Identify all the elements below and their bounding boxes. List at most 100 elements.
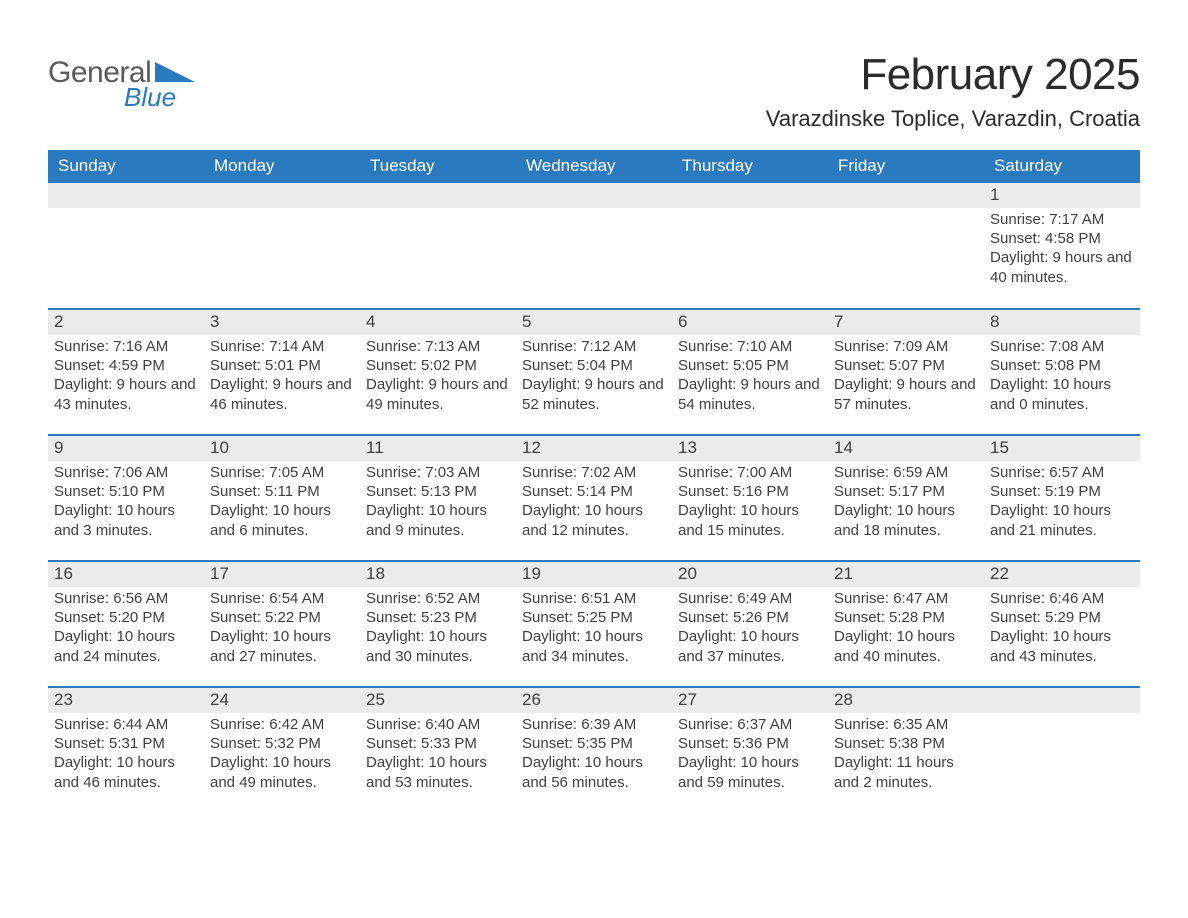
sunset-label: Sunset: (678, 609, 729, 626)
day-content: Sunrise: 6:39 AMSunset: 5:35 PMDaylight:… (516, 713, 672, 798)
day-number-band (672, 183, 828, 208)
day-cell: 11Sunrise: 7:03 AMSunset: 5:13 PMDayligh… (360, 435, 516, 561)
daylight-label: Daylight: (210, 628, 268, 645)
sunrise-line: Sunrise: 6:49 AM (678, 589, 822, 608)
day-content: Sunrise: 6:52 AMSunset: 5:23 PMDaylight:… (360, 587, 516, 672)
day-number-band: 23 (48, 688, 204, 713)
sunrise-label: Sunrise: (54, 464, 109, 481)
daylight-line: Daylight: 10 hours and 15 minutes. (678, 501, 822, 539)
day-content: Sunrise: 6:56 AMSunset: 5:20 PMDaylight:… (48, 587, 204, 672)
sunrise-value: 6:46 AM (1049, 590, 1104, 607)
sunrise-line: Sunrise: 7:05 AM (210, 463, 354, 482)
sunrise-value: 7:00 AM (737, 464, 792, 481)
day-number-band: 20 (672, 562, 828, 587)
day-content: Sunrise: 7:12 AMSunset: 5:04 PMDaylight:… (516, 335, 672, 420)
sunrise-value: 6:35 AM (893, 716, 948, 733)
sunset-line: Sunset: 5:35 PM (522, 734, 666, 753)
sunset-label: Sunset: (522, 735, 573, 752)
sunset-label: Sunset: (834, 357, 885, 374)
daylight-line: Daylight: 10 hours and 3 minutes. (54, 501, 198, 539)
sunset-value: 5:28 PM (889, 609, 945, 626)
sunrise-value: 6:42 AM (269, 716, 324, 733)
sunset-line: Sunset: 5:25 PM (522, 608, 666, 627)
empty-cell (360, 183, 516, 309)
daylight-label: Daylight: (54, 376, 112, 393)
sunrise-label: Sunrise: (834, 590, 889, 607)
sunrise-value: 7:12 AM (581, 338, 636, 355)
sunset-line: Sunset: 5:01 PM (210, 356, 354, 375)
day-number-band (516, 183, 672, 208)
sunset-value: 5:13 PM (421, 483, 477, 500)
sunset-label: Sunset: (522, 483, 573, 500)
sunrise-label: Sunrise: (678, 464, 733, 481)
calendar-header-row: SundayMondayTuesdayWednesdayThursdayFrid… (48, 150, 1140, 183)
daylight-line: Daylight: 11 hours and 2 minutes. (834, 753, 978, 791)
day-cell: 21Sunrise: 6:47 AMSunset: 5:28 PMDayligh… (828, 561, 984, 687)
day-cell: 10Sunrise: 7:05 AMSunset: 5:11 PMDayligh… (204, 435, 360, 561)
day-cell: 5Sunrise: 7:12 AMSunset: 5:04 PMDaylight… (516, 309, 672, 435)
day-header: Wednesday (516, 150, 672, 183)
sunrise-label: Sunrise: (522, 590, 577, 607)
sunrise-line: Sunrise: 6:44 AM (54, 715, 198, 734)
sunset-label: Sunset: (678, 483, 729, 500)
day-number-band: 6 (672, 310, 828, 335)
week-row: 2Sunrise: 7:16 AMSunset: 4:59 PMDaylight… (48, 309, 1140, 435)
sunset-line: Sunset: 5:33 PM (366, 734, 510, 753)
empty-cell (516, 183, 672, 309)
empty-cell (828, 183, 984, 309)
sunset-line: Sunset: 4:58 PM (990, 229, 1134, 248)
sunset-label: Sunset: (990, 483, 1041, 500)
day-number-band: 16 (48, 562, 204, 587)
day-content: Sunrise: 6:59 AMSunset: 5:17 PMDaylight:… (828, 461, 984, 546)
sunrise-value: 6:54 AM (269, 590, 324, 607)
daylight-line: Daylight: 10 hours and 34 minutes. (522, 627, 666, 665)
day-content: Sunrise: 7:02 AMSunset: 5:14 PMDaylight:… (516, 461, 672, 546)
sunset-line: Sunset: 5:26 PM (678, 608, 822, 627)
sunrise-label: Sunrise: (834, 716, 889, 733)
logo-text-blue: Blue (124, 84, 195, 110)
sunrise-label: Sunrise: (366, 464, 421, 481)
daylight-label: Daylight: (210, 754, 268, 771)
day-number-band (828, 183, 984, 208)
sunrise-line: Sunrise: 7:08 AM (990, 337, 1134, 356)
sunrise-line: Sunrise: 7:06 AM (54, 463, 198, 482)
sunrise-value: 7:17 AM (1049, 211, 1104, 228)
sunrise-label: Sunrise: (834, 338, 889, 355)
daylight-label: Daylight: (366, 754, 424, 771)
sunset-value: 5:25 PM (577, 609, 633, 626)
day-cell: 25Sunrise: 6:40 AMSunset: 5:33 PMDayligh… (360, 687, 516, 813)
day-cell: 16Sunrise: 6:56 AMSunset: 5:20 PMDayligh… (48, 561, 204, 687)
sunset-value: 5:32 PM (265, 735, 321, 752)
day-header: Saturday (984, 150, 1140, 183)
daylight-line: Daylight: 10 hours and 18 minutes. (834, 501, 978, 539)
week-row: 1Sunrise: 7:17 AMSunset: 4:58 PMDaylight… (48, 183, 1140, 309)
daylight-label: Daylight: (366, 502, 424, 519)
sunrise-value: 6:56 AM (113, 590, 168, 607)
sunrise-line: Sunrise: 6:56 AM (54, 589, 198, 608)
month-title: February 2025 (766, 50, 1140, 100)
day-number-band: 26 (516, 688, 672, 713)
sunrise-label: Sunrise: (522, 338, 577, 355)
daylight-line: Daylight: 10 hours and 0 minutes. (990, 375, 1134, 413)
sunset-line: Sunset: 5:11 PM (210, 482, 354, 501)
sunset-label: Sunset: (834, 735, 885, 752)
sunrise-line: Sunrise: 6:54 AM (210, 589, 354, 608)
sunrise-label: Sunrise: (210, 464, 265, 481)
daylight-line: Daylight: 9 hours and 57 minutes. (834, 375, 978, 413)
daylight-line: Daylight: 10 hours and 12 minutes. (522, 501, 666, 539)
sunset-label: Sunset: (366, 735, 417, 752)
day-number-band: 3 (204, 310, 360, 335)
daylight-line: Daylight: 10 hours and 59 minutes. (678, 753, 822, 791)
day-content: Sunrise: 7:09 AMSunset: 5:07 PMDaylight:… (828, 335, 984, 420)
day-cell: 20Sunrise: 6:49 AMSunset: 5:26 PMDayligh… (672, 561, 828, 687)
daylight-label: Daylight: (210, 376, 268, 393)
day-number-band: 13 (672, 436, 828, 461)
day-cell: 7Sunrise: 7:09 AMSunset: 5:07 PMDaylight… (828, 309, 984, 435)
daylight-label: Daylight: (990, 376, 1048, 393)
day-cell: 18Sunrise: 6:52 AMSunset: 5:23 PMDayligh… (360, 561, 516, 687)
day-cell: 4Sunrise: 7:13 AMSunset: 5:02 PMDaylight… (360, 309, 516, 435)
sunset-value: 5:36 PM (733, 735, 789, 752)
day-number-band: 8 (984, 310, 1140, 335)
sunrise-label: Sunrise: (678, 716, 733, 733)
sunrise-value: 7:02 AM (581, 464, 636, 481)
